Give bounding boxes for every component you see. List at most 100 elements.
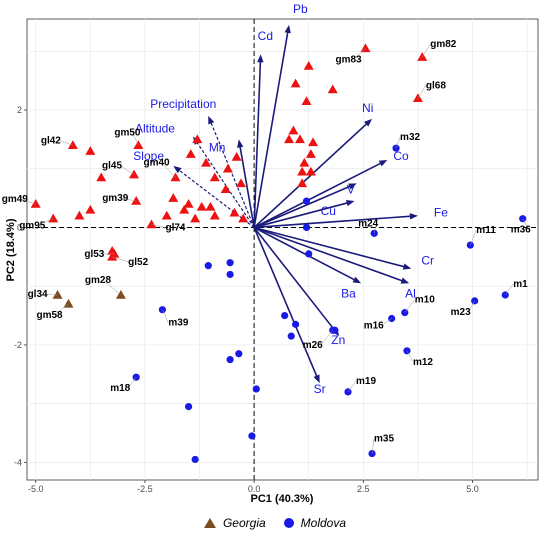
triangle-point — [196, 201, 207, 211]
arrowhead-icon — [237, 139, 244, 148]
triangle-icon — [203, 518, 216, 528]
y-axis-label: PC2 (18.4%) — [5, 218, 17, 281]
label-leader-line — [112, 256, 129, 263]
loading-arrow-pb — [253, 29, 289, 228]
label-leader-line — [161, 162, 176, 178]
legend-label-georgia: Georgia — [222, 516, 266, 530]
label-leader-line — [19, 198, 36, 205]
label-leader-line — [151, 224, 166, 228]
triangle-point-gl52 — [107, 251, 118, 261]
triangle-point — [209, 210, 220, 220]
circle-point — [302, 197, 311, 205]
triangle-point — [85, 146, 96, 155]
x-tick-label: -2.5 — [137, 484, 153, 494]
loading-label-zn: Zn — [331, 333, 345, 347]
axis-ticks: -5.0 -2.5 0.0 2.5 5.0 -4 -2 0 2 — [14, 105, 479, 494]
label-leader-line — [102, 279, 122, 296]
triangle-point-gl68 — [412, 93, 423, 103]
label-leader-line — [132, 132, 139, 146]
triangle-point — [288, 125, 299, 135]
loading-arrow-cd — [253, 59, 262, 228]
zero-reference-lines — [27, 19, 538, 480]
loading-arrow-cr — [253, 226, 407, 269]
loading-arrow-fe — [254, 215, 413, 229]
label-leader-line — [58, 140, 73, 146]
y-tick-label: 0 — [17, 222, 22, 232]
triangle-point — [185, 149, 196, 158]
legend: Georgia Moldova — [0, 512, 550, 534]
arrowhead-icon — [400, 277, 410, 284]
triangle-point — [96, 172, 107, 182]
label-leader-line — [505, 283, 514, 296]
point-label-m26: m26 — [303, 340, 323, 351]
circle-point — [226, 270, 234, 279]
triangle-point — [305, 166, 316, 176]
label-leader-line — [373, 223, 377, 234]
triangle-point-gm49 — [30, 198, 41, 208]
loading-label-fe: Fe — [434, 206, 448, 220]
point-label-gm83: gm83 — [335, 54, 362, 65]
triangle-point-gm50 — [133, 140, 144, 150]
arrowhead-icon — [348, 183, 357, 190]
point-label-gm82: gm82 — [430, 39, 457, 50]
point-label-m16: m16 — [364, 321, 384, 332]
triangle-point-gm58 — [63, 298, 74, 308]
arrowhead-icon — [257, 54, 264, 63]
arrowhead-icon — [402, 263, 412, 270]
y-tick-label: 2 — [17, 105, 22, 115]
point-label-m11: m11 — [476, 225, 496, 236]
label-leader-line — [371, 438, 375, 454]
triangle-point-gm95 — [48, 213, 59, 223]
legend-item-moldova: Moldova — [283, 516, 347, 530]
point-label-m24: m24 — [358, 218, 378, 229]
loading-label-altitude: Altitude — [135, 121, 175, 135]
label-leader-line — [522, 218, 529, 230]
circle-point — [235, 350, 243, 358]
label-leader-line — [347, 380, 357, 393]
point-label-gl53: gl53 — [84, 249, 104, 260]
point-label-m39: m39 — [168, 318, 188, 329]
point-label-gl45: gl45 — [102, 161, 122, 172]
arrowhead-icon — [284, 24, 291, 34]
triangle-point-gm39 — [131, 196, 142, 205]
label-leader-line — [127, 377, 137, 389]
point-label-m35: m35 — [374, 434, 394, 445]
triangle-point — [297, 178, 308, 188]
triangle-point — [301, 96, 312, 105]
triangle-point — [161, 210, 172, 220]
x-axis-label: PC1 (40.3%) — [251, 493, 314, 505]
loading-label-ba: Ba — [341, 286, 356, 300]
point-label-gl52: gl52 — [128, 257, 148, 268]
x-tick-label: 5.0 — [466, 484, 479, 494]
triangle-point-gl45 — [129, 169, 140, 179]
triangle-point — [299, 157, 310, 167]
label-leader-line — [353, 48, 366, 60]
loading-label-co: Co — [393, 149, 409, 163]
loading-label-slope: Slope — [133, 149, 164, 163]
loading-arrow-cu — [253, 201, 350, 229]
point-label-m12: m12 — [413, 357, 433, 368]
label-leader-line — [120, 197, 137, 202]
label-leader-line — [45, 293, 58, 296]
x-tick-label: 0.0 — [248, 484, 261, 494]
legend-label-moldova: Moldova — [300, 516, 347, 530]
point-label-m23: m23 — [451, 307, 471, 318]
triangle-point — [190, 213, 201, 223]
point-label-m10: m10 — [415, 295, 435, 306]
label-leader-line — [470, 230, 477, 246]
circle-point — [252, 385, 260, 393]
triangle-point — [222, 163, 233, 173]
circle-point — [248, 432, 256, 440]
loading-arrow-al — [253, 226, 405, 283]
point-label-m36: m36 — [511, 225, 531, 236]
point-label-gm28: gm28 — [85, 275, 112, 286]
triangle-point-gl74 — [146, 219, 157, 229]
loading-label-cd: Cd — [258, 29, 273, 43]
point-label-gm40: gm40 — [143, 158, 170, 169]
loading-label-v: V — [347, 182, 355, 196]
triangle-point — [220, 184, 231, 194]
label-leader-line — [395, 137, 401, 149]
triangle-point — [229, 207, 240, 217]
label-leader-line — [119, 165, 135, 175]
loading-label-al: Al — [405, 286, 416, 300]
